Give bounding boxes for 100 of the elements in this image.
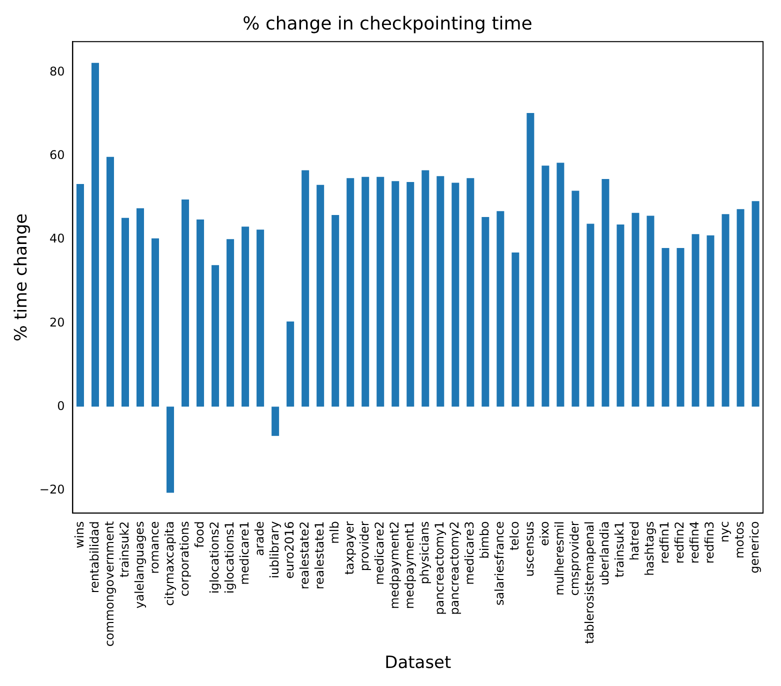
bar	[226, 239, 234, 407]
x-tick-label: eixo	[538, 521, 552, 546]
x-tick-label: telco	[508, 521, 522, 551]
x-tick-label: taxpayer	[342, 521, 356, 575]
x-tick-label: romance	[147, 521, 162, 574]
bar	[332, 214, 340, 407]
x-tick-label: iglocations1	[222, 521, 236, 594]
x-tick-label: commongovernment	[102, 520, 116, 647]
x-tick-label: medpayment2	[387, 521, 402, 609]
y-tick-label: −20	[39, 482, 65, 496]
bar	[482, 217, 490, 407]
bar	[272, 406, 280, 436]
bar	[736, 209, 744, 407]
x-tick-label: cmsprovider	[568, 521, 582, 596]
bar	[302, 170, 310, 407]
bar	[392, 181, 400, 407]
bar	[572, 190, 580, 407]
x-tick-label: redfin4	[688, 521, 702, 564]
x-tick-label: provider	[357, 521, 372, 572]
x-tick-label: tablerosistemapenal	[582, 521, 597, 644]
bar	[676, 248, 684, 407]
bar	[556, 162, 564, 407]
x-tick-label: pancreactomy2	[448, 521, 462, 615]
x-tick-label: corporations	[177, 521, 192, 597]
bar	[212, 265, 220, 407]
bar	[286, 321, 294, 407]
bar	[242, 226, 250, 407]
bar	[422, 170, 430, 407]
bar	[722, 214, 730, 407]
x-tick-label: generico	[748, 521, 762, 574]
bar	[136, 208, 144, 407]
x-tick-label: physicians	[418, 521, 432, 584]
bar	[316, 184, 324, 407]
x-tick-label: medicare2	[372, 521, 386, 585]
x-tick-label: nyc	[718, 521, 732, 542]
x-tick-label: citymaxcapita	[162, 521, 176, 606]
bar	[196, 220, 204, 407]
bar	[512, 252, 520, 407]
bar	[646, 216, 654, 407]
x-tick-label: redfin2	[672, 521, 687, 564]
bar	[752, 201, 760, 407]
bar	[586, 224, 594, 407]
x-tick-label: salariesfrance	[492, 521, 507, 606]
x-tick-label: uscensus	[522, 521, 537, 577]
y-tick-label: 40	[49, 232, 65, 246]
bar	[376, 176, 384, 407]
bar	[362, 176, 370, 407]
x-tick-label: mulheresmil	[552, 521, 567, 596]
bar	[706, 235, 714, 407]
x-tick-label: trainsuk2	[117, 521, 132, 578]
x-tick-label: yalelanguages	[132, 521, 146, 608]
bar	[662, 248, 670, 407]
x-tick-label: food	[192, 521, 206, 548]
bar	[346, 178, 354, 407]
bar	[632, 212, 640, 407]
x-tick-label: iglocations2	[207, 521, 222, 594]
bar	[106, 156, 114, 407]
x-tick-label: uberlandia	[598, 521, 612, 586]
bar	[166, 406, 174, 493]
x-tick-label: medpayment1	[402, 521, 417, 609]
bar	[406, 182, 414, 407]
bar	[152, 238, 160, 407]
bar	[436, 176, 444, 407]
x-tick-label: bimbo	[478, 521, 492, 559]
x-tick-label: trainsuk1	[612, 521, 627, 578]
bar	[616, 224, 624, 407]
x-tick-label: hashtags	[642, 521, 657, 576]
chart-title: % change in checkpointing time	[242, 13, 532, 34]
x-tick-label: euro2016	[282, 521, 296, 579]
x-tick-label: rentabilidad	[87, 521, 102, 594]
bar	[91, 62, 99, 407]
y-tick-label: 0	[57, 398, 65, 413]
bar	[121, 218, 129, 407]
x-tick-label: medicare1	[237, 521, 252, 585]
bar	[542, 166, 550, 407]
x-tick-label: iublibrary	[267, 521, 282, 578]
bar	[452, 182, 460, 407]
y-tick-label: 60	[49, 148, 65, 162]
x-tick-label: hatred	[628, 521, 642, 561]
bar	[182, 199, 190, 407]
bar	[76, 184, 84, 407]
bar	[692, 234, 700, 407]
x-tick-label: arade	[252, 521, 266, 556]
x-tick-label: wins	[72, 521, 86, 548]
y-axis-title: % time change	[12, 213, 32, 342]
x-tick-label: medicare3	[462, 521, 477, 585]
bar	[466, 178, 474, 407]
x-tick-label: motos	[732, 521, 747, 559]
x-tick-label: realestate2	[297, 521, 312, 590]
x-tick-label: mlb	[327, 521, 342, 544]
bar	[526, 113, 534, 407]
y-tick-label: 20	[49, 315, 65, 330]
x-axis-title: Dataset	[384, 653, 452, 674]
x-tick-label: redfin3	[702, 521, 717, 564]
bar	[256, 230, 264, 407]
bar	[496, 211, 504, 407]
x-tick-label: realestate1	[312, 521, 326, 590]
y-tick-label: 80	[49, 64, 65, 79]
bar	[602, 179, 610, 407]
x-tick-label: pancreactomy1	[432, 521, 447, 615]
